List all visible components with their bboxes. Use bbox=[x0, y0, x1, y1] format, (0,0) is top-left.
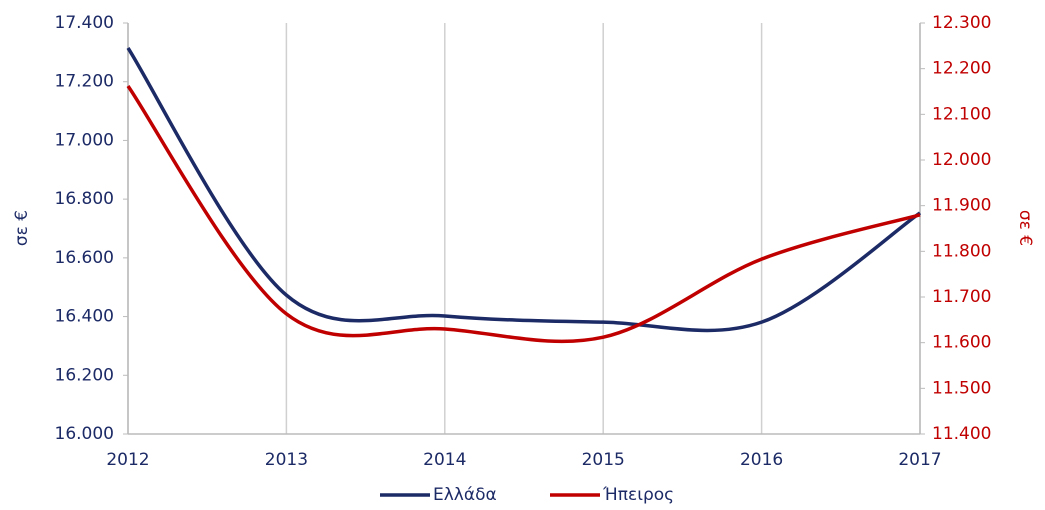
y2-axis-label: σε € bbox=[1015, 210, 1035, 246]
legend-label: Ήπειρος bbox=[602, 485, 674, 505]
y2-tick-label: 11.900 bbox=[932, 196, 991, 216]
x-tick-label: 2013 bbox=[265, 450, 308, 470]
y-axis-label: σε € bbox=[12, 210, 32, 246]
y-tick-label: 17.200 bbox=[55, 72, 114, 92]
legend-label: Ελλάδα bbox=[433, 485, 497, 505]
y2-tick-label: 11.800 bbox=[932, 241, 991, 261]
x-tick-label: 2017 bbox=[898, 450, 941, 470]
y-tick-label: 17.000 bbox=[55, 130, 114, 150]
x-tick-label: 2012 bbox=[106, 450, 149, 470]
y-tick-label: 16.200 bbox=[55, 365, 114, 385]
y2-tick-label: 12.200 bbox=[932, 59, 991, 79]
y-tick-label: 16.600 bbox=[55, 248, 114, 268]
y2-tick-label: 12.300 bbox=[932, 13, 991, 33]
y2-tick-label: 11.600 bbox=[932, 333, 991, 353]
y2-tick-label: 12.100 bbox=[932, 104, 991, 124]
y-tick-label: 16.000 bbox=[55, 424, 114, 444]
y-tick-label: 16.800 bbox=[55, 189, 114, 209]
line-series bbox=[126, 47, 921, 333]
x-tick-label: 2015 bbox=[582, 450, 625, 470]
y2-tick-label: 11.700 bbox=[932, 287, 991, 307]
y-tick-label: 17.400 bbox=[55, 13, 114, 33]
x-tick-label: 2014 bbox=[423, 450, 466, 470]
x-tick-label: 2016 bbox=[740, 450, 783, 470]
y-tick-label: 16.400 bbox=[55, 307, 114, 327]
y2-tick-label: 11.500 bbox=[932, 378, 991, 398]
y2-tick-label: 12.000 bbox=[932, 150, 991, 170]
y2-tick-label: 11.400 bbox=[932, 424, 991, 444]
line-series bbox=[126, 85, 921, 344]
